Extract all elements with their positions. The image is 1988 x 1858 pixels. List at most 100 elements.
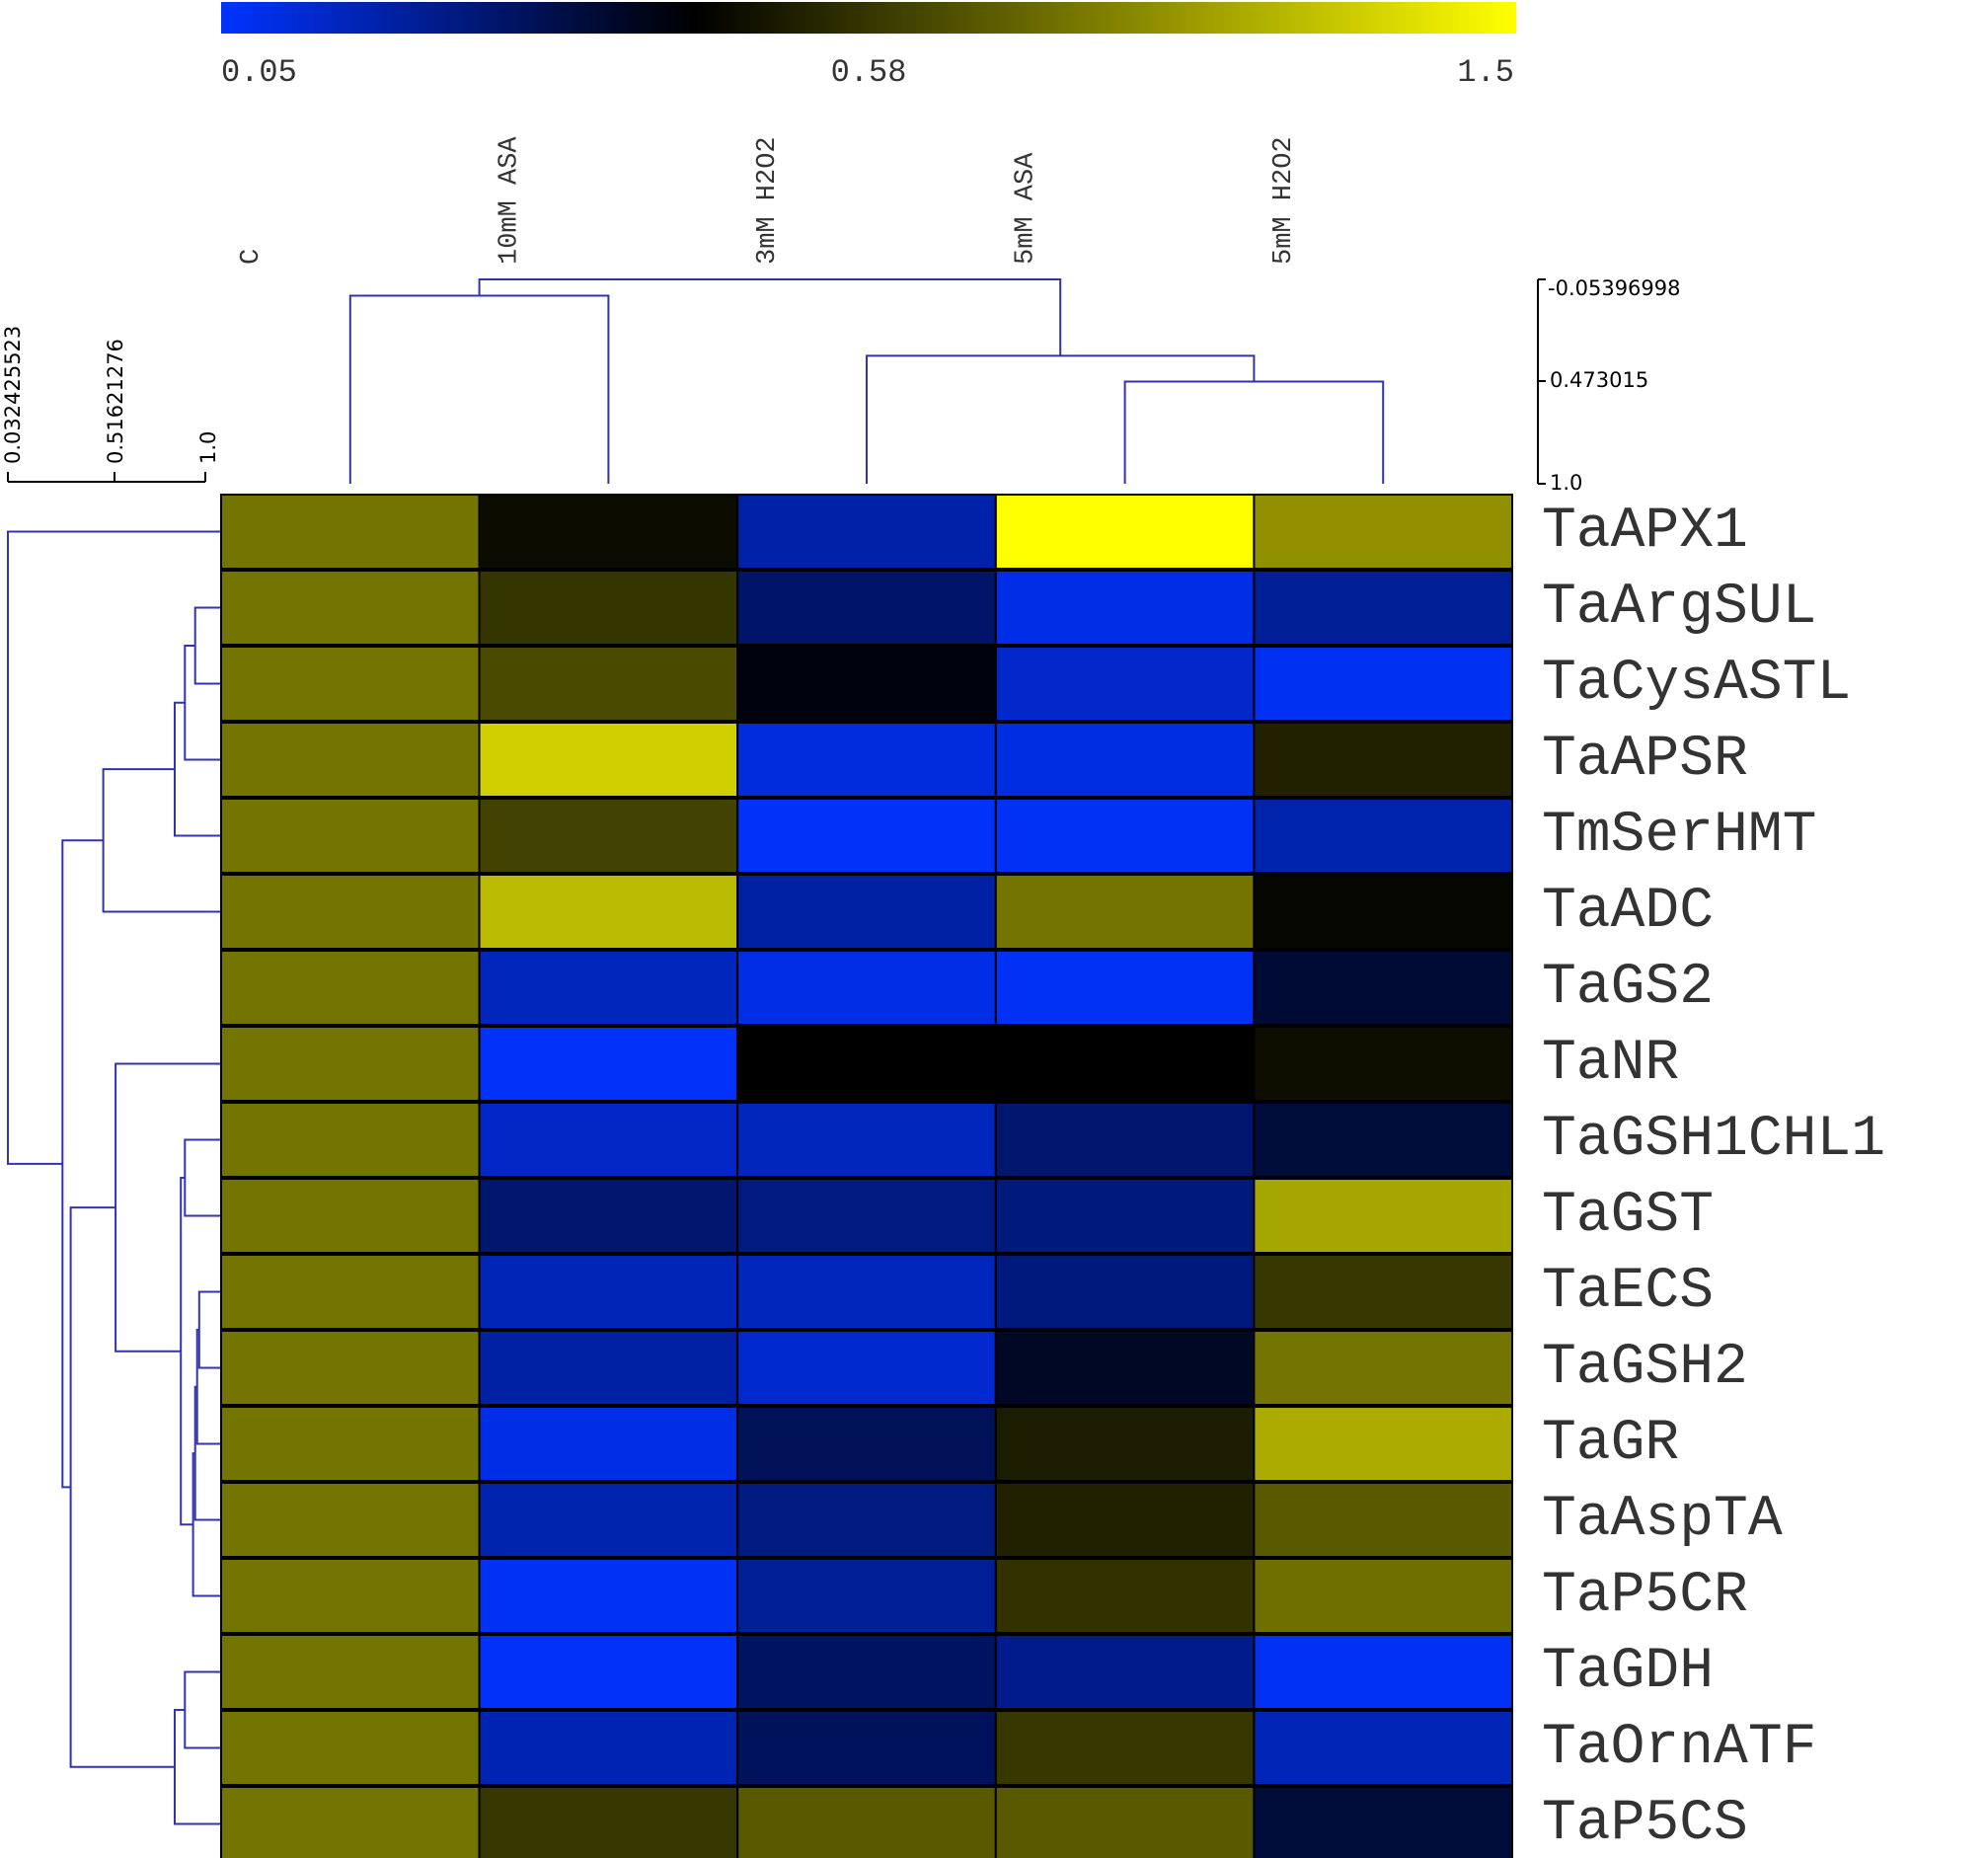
- heatmap-cell: [478, 494, 739, 570]
- heatmap-cell: [736, 1102, 997, 1178]
- dendrogram-branch: [195, 1329, 221, 1445]
- heatmap-cell: [220, 1406, 481, 1482]
- colorbar-tick-label-low: 0.05: [221, 54, 297, 91]
- dendrogram-branch: [184, 1138, 221, 1217]
- column-dendrogram-scale: -0.05396998 0.473015 1.0: [1537, 276, 1681, 495]
- row-label: TaP5CS: [1542, 1792, 1748, 1856]
- heatmap-cell: [220, 1786, 481, 1858]
- heatmap-cell: [478, 874, 739, 950]
- heatmap-cell: [220, 950, 481, 1026]
- heatmap-cell: [1253, 570, 1514, 646]
- heatmap-cell: [478, 1558, 739, 1634]
- row-dendrogram-scale: 0.032425523 0.51621276 1.0: [1, 326, 220, 483]
- row-label: TaGR: [1542, 1412, 1679, 1476]
- dendrogram-branch: [174, 701, 221, 837]
- dendrogram-branch: [7, 530, 221, 1165]
- row-label: TmSerHMT: [1542, 804, 1816, 868]
- dendrogram-branch: [191, 1452, 221, 1597]
- heatmap-cell: [478, 1254, 739, 1330]
- dendrogram-branch: [478, 278, 1062, 356]
- column-scale-label-mid: 0.473015: [1550, 368, 1648, 392]
- heatmap-cell: [736, 646, 997, 722]
- colorbar-tick-label-mid: 0.58: [831, 54, 907, 91]
- heatmap-cell: [994, 1178, 1256, 1254]
- heatmap-cell: [1253, 1406, 1514, 1482]
- heatmap-cell: [1253, 646, 1514, 722]
- heatmap-cell: [220, 1482, 481, 1558]
- heatmap-cell: [1253, 494, 1514, 570]
- heatmap-cell: [736, 570, 997, 646]
- heatmap-cell: [220, 494, 481, 570]
- heatmap-cell: [478, 1634, 739, 1710]
- heatmap-cell: [478, 950, 739, 1026]
- dendrogram-branch: [184, 645, 221, 761]
- heatmap-cell: [736, 722, 997, 798]
- row-scale-label-mid: 0.51621276: [104, 339, 127, 464]
- dendrogram-branch: [180, 1177, 193, 1526]
- heatmap-cell: [1253, 1558, 1514, 1634]
- row-label: TaAPX1: [1542, 500, 1748, 564]
- heatmap-cell: [478, 1482, 739, 1558]
- heatmap-cell: [220, 646, 481, 722]
- heatmap-cell: [736, 798, 997, 874]
- heatmap-cell: [736, 1330, 997, 1406]
- heatmap-cell: [994, 1406, 1256, 1482]
- dendrogram-branch: [61, 839, 104, 1489]
- heatmap-cell: [220, 1178, 481, 1254]
- heatmap-cell: [736, 1254, 997, 1330]
- row-label: TaGS2: [1542, 956, 1714, 1020]
- heatmap-cell: [1253, 1634, 1514, 1710]
- colorbar: 0.05 0.58 1.5: [221, 2, 1516, 91]
- heatmap-cell: [994, 1330, 1256, 1406]
- heatmap-cell: [994, 798, 1256, 874]
- heatmap-cell: [1253, 798, 1514, 874]
- heatmap-cell: [478, 722, 739, 798]
- heatmap-cell: [994, 1026, 1256, 1102]
- heatmap-cell: [1253, 874, 1514, 950]
- column-scale-label-top: -0.05396998: [1548, 276, 1681, 300]
- heatmap-cell: [1253, 722, 1514, 798]
- row-label: TaNR: [1542, 1032, 1679, 1096]
- row-label: TaOrnATF: [1542, 1716, 1816, 1780]
- heatmap-cell: [478, 798, 739, 874]
- dendrogram-branch: [193, 606, 221, 685]
- heatmap-cell: [1253, 1710, 1514, 1786]
- heatmap-cell: [1253, 1254, 1514, 1330]
- heatmap-cell: [220, 1558, 481, 1634]
- row-label: TaAPSR: [1542, 728, 1748, 792]
- column-scale-label-bottom: 1.0: [1550, 471, 1582, 495]
- heatmap-cell: [736, 1178, 997, 1254]
- heatmap-cell: [478, 1786, 739, 1858]
- heatmap-cell: [220, 722, 481, 798]
- column-labels: C 10mM ASA 3mM H2O2 5mM ASA 5mM H2O2: [237, 136, 1299, 265]
- heatmap-cell: [478, 1026, 739, 1102]
- heatmap-cell: [994, 1558, 1256, 1634]
- column-label: 10mM ASA: [495, 136, 524, 265]
- dendrogram-branch: [193, 1385, 221, 1521]
- heatmap-cell: [1253, 1026, 1514, 1102]
- heatmap-cell: [220, 874, 481, 950]
- heatmap-cell: [994, 874, 1256, 950]
- heatmap-cell: [478, 1178, 739, 1254]
- heatmap-cell: [736, 1406, 997, 1482]
- row-label: TaECS: [1542, 1260, 1714, 1324]
- heatmap-cell: [736, 1026, 997, 1102]
- heatmap-cell: [220, 1330, 481, 1406]
- heatmap-cell: [994, 1786, 1256, 1858]
- dendrogram-branch: [184, 1670, 221, 1749]
- column-label: 5mM ASA: [1012, 152, 1041, 265]
- heatmap-cell: [736, 1482, 997, 1558]
- heatmap-cell: [478, 646, 739, 722]
- heatmap-cell: [220, 798, 481, 874]
- heatmap-cell: [1253, 1786, 1514, 1858]
- row-label: TaArgSUL: [1542, 576, 1816, 640]
- column-label: 3mM H2O2: [753, 136, 783, 265]
- heatmap-cell: [1253, 1102, 1514, 1178]
- heatmap-cell: [220, 1102, 481, 1178]
- heatmap-cell: [478, 1330, 739, 1406]
- heatmap-cell: [994, 1102, 1256, 1178]
- heatmap-cell: [994, 1254, 1256, 1330]
- heatmap-cells: [220, 494, 1514, 1858]
- column-label: C: [237, 249, 267, 265]
